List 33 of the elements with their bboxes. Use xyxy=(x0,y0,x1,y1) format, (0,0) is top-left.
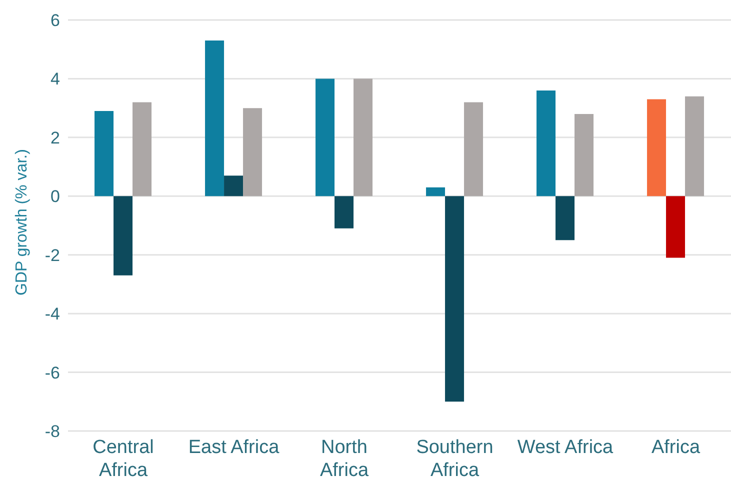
y-tick-label: -4 xyxy=(44,304,60,324)
bar xyxy=(685,96,704,196)
bar xyxy=(574,114,594,196)
bar xyxy=(334,196,354,228)
y-tick-label: 2 xyxy=(50,128,60,148)
bar xyxy=(354,78,373,196)
x-tick-label: Southern Africa xyxy=(416,437,494,481)
bar xyxy=(132,102,152,196)
x-tick-label: Africa xyxy=(651,437,700,458)
bar xyxy=(647,99,666,196)
bar xyxy=(445,196,464,402)
y-axis-title: GDP growth (% var.) xyxy=(14,149,31,296)
y-tick-label: 0 xyxy=(50,187,60,206)
bar xyxy=(536,90,556,196)
y-tick-label: 4 xyxy=(50,70,60,89)
bar xyxy=(556,196,575,240)
x-tick-label: West Africa xyxy=(517,437,614,458)
bar xyxy=(205,40,224,196)
bar xyxy=(316,78,335,196)
y-tick-label: -8 xyxy=(44,422,60,442)
x-tick-label: East Africa xyxy=(188,437,280,458)
bar xyxy=(94,111,114,196)
bar xyxy=(243,108,262,196)
y-tick-label: 6 xyxy=(50,11,60,30)
x-tick-label: Central Africa xyxy=(92,437,154,481)
bar xyxy=(224,176,244,196)
bar xyxy=(464,102,484,196)
y-tick-label: -2 xyxy=(44,246,60,265)
x-tick-label: North Africa xyxy=(320,437,369,481)
y-tick-label: -6 xyxy=(44,363,60,382)
bar xyxy=(426,187,446,196)
bar xyxy=(114,196,133,276)
bar xyxy=(666,196,686,258)
